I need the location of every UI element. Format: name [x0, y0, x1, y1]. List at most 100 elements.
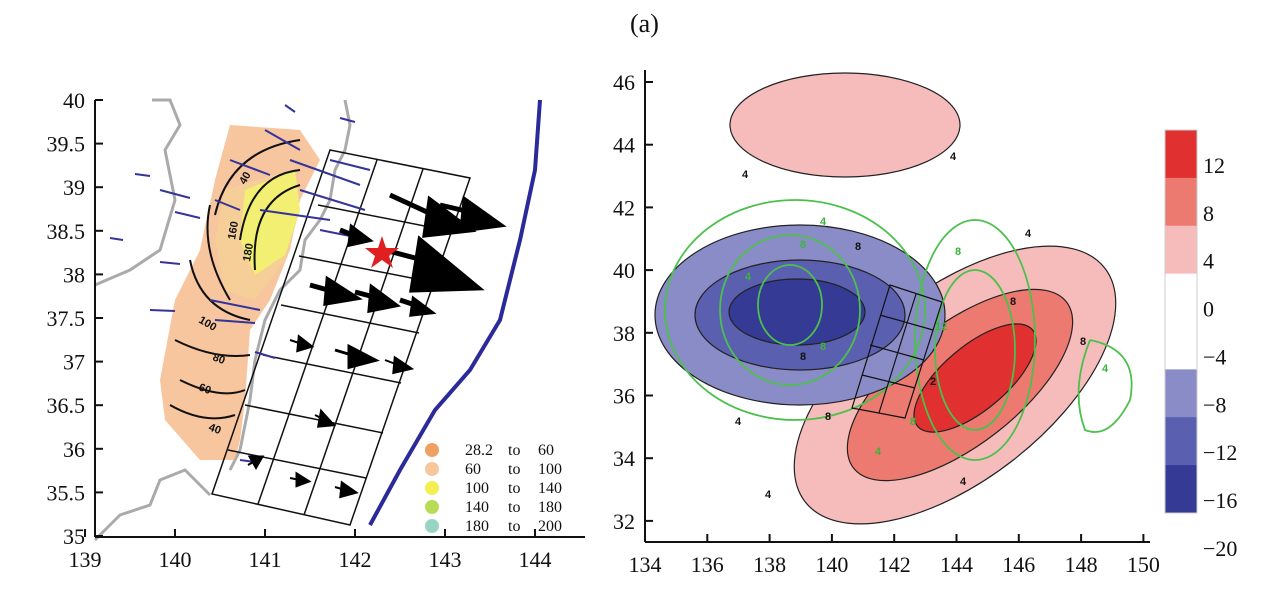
legend-swatch — [425, 481, 439, 495]
legend-from: 100 — [465, 480, 489, 497]
y-tick-label: 40 — [63, 88, 85, 113]
x-tick-label: 144 — [519, 547, 552, 572]
legend-swatch — [425, 519, 439, 533]
y-tick-label: 36 — [613, 384, 635, 409]
contour-label: 8 — [1010, 296, 1016, 308]
green-contour-label: 8 — [910, 416, 916, 428]
colorbar-segment — [1165, 369, 1197, 418]
legend-to-word: to — [508, 461, 520, 478]
x-tick-label: 139 — [69, 547, 102, 572]
contour-label: 8 — [800, 351, 806, 363]
legend-to: 200 — [538, 518, 562, 535]
contour-label: 4 — [742, 169, 749, 181]
x-tick-label: 140 — [159, 547, 192, 572]
legend-to-word: to — [508, 480, 520, 497]
colorbar-segment — [1165, 273, 1197, 322]
contour-label: 8 — [825, 411, 831, 423]
colorbar-label: −20 — [1203, 536, 1237, 561]
y-tick-label: 34 — [613, 446, 635, 471]
contour-label: 40 — [237, 170, 254, 187]
y-tick-label: 35.5 — [47, 480, 86, 505]
legend-swatch — [425, 462, 439, 476]
x-tick-label: 142 — [339, 547, 372, 572]
trench-line — [368, 99, 542, 526]
left-x-ticks: 139 140 141 142 143 144 — [69, 529, 552, 572]
contour-label: 8 — [855, 241, 861, 253]
contour-label: 4 — [1025, 228, 1032, 240]
contour-label: 80 — [211, 352, 227, 367]
x-tick-label: 142 — [878, 552, 911, 577]
green-contour-label: 4 — [745, 271, 752, 283]
x-tick-label: 150 — [1127, 552, 1160, 577]
legend-swatch — [425, 500, 439, 514]
x-tick-label: 141 — [249, 547, 282, 572]
contour-label: 8 — [1080, 336, 1086, 348]
x-tick-label: 146 — [1002, 552, 1035, 577]
colorbar-label: 8 — [1203, 201, 1214, 226]
x-tick-label: 148 — [1065, 552, 1098, 577]
green-contour-label: 4 — [1102, 363, 1109, 375]
contour-label: 4 — [735, 416, 742, 428]
y-tick-label: 32 — [613, 509, 635, 534]
legend-from: 140 — [465, 499, 489, 516]
x-tick-label: 144 — [940, 552, 973, 577]
legend-to: 60 — [538, 442, 554, 459]
legend-swatch — [425, 443, 439, 457]
contour-label: 60 — [197, 382, 213, 397]
colorbar-segment — [1165, 417, 1197, 466]
y-tick-label: 44 — [613, 133, 635, 158]
legend-to-word: to — [508, 499, 520, 516]
fault-grid — [211, 149, 471, 526]
panel-label: (a) — [630, 9, 659, 38]
right-x-ticks: 134 136 138 140 142 144 146 148 150 — [629, 534, 1160, 577]
y-tick-label: 39 — [63, 175, 85, 200]
colorbar-segment — [1165, 321, 1197, 370]
colorbar: 12 8 4 0 −4 −8 −12 −16 −20 — [1164, 129, 1237, 561]
y-tick-label: 38 — [63, 262, 85, 287]
model-arrows — [247, 192, 507, 499]
colorbar-label: 0 — [1203, 297, 1214, 322]
colorbar-segment — [1165, 177, 1197, 227]
colorbar-label: −12 — [1203, 440, 1237, 465]
green-contour-label: 12 — [935, 321, 947, 333]
right-y-ticks: 46 44 42 40 38 36 34 32 — [613, 70, 653, 534]
green-contour-label: 4 — [820, 216, 827, 228]
colorbar-label: 12 — [1203, 153, 1225, 178]
contour-label: 160 — [226, 220, 241, 240]
colorbar-label: 4 — [1203, 249, 1214, 274]
left-map: 40 160 180 100 80 60 40 — [47, 88, 585, 572]
green-contour-label: 8 — [800, 239, 806, 251]
colorbar-segment — [1165, 225, 1197, 275]
x-tick-label: 143 — [429, 547, 462, 572]
colorbar-frame — [1164, 129, 1198, 514]
colorbar-segment — [1165, 465, 1197, 514]
x-tick-label: 136 — [691, 552, 724, 577]
right-map: 4 4 4 8 8 4 8 2 4 8 4 8 4 8 8 4 8 12 8 4… — [613, 70, 1237, 577]
y-tick-label: 37 — [63, 350, 85, 375]
contour-label: 4 — [765, 489, 772, 501]
y-tick-label: 46 — [613, 70, 635, 95]
y-tick-label: 36 — [63, 437, 85, 462]
contour-label: 4 — [950, 151, 957, 163]
legend-from: 28.2 — [465, 442, 493, 459]
legend-to-word: to — [508, 442, 520, 459]
x-tick-label: 138 — [753, 552, 786, 577]
contour-label: 180 — [241, 242, 256, 262]
left-y-ticks: 40 39.5 39 38.5 38 37.5 37 36.5 36 35.5 35 — [47, 88, 103, 549]
green-contour-label: 8 — [955, 246, 961, 258]
x-tick-label: 134 — [629, 552, 662, 577]
y-tick-label: 37.5 — [47, 306, 86, 331]
colorbar-label: −16 — [1203, 488, 1237, 513]
legend-from: 60 — [465, 461, 481, 478]
observed-arrows — [109, 104, 371, 463]
y-tick-label: 39.5 — [47, 132, 86, 157]
filled-contours — [654, 72, 1117, 525]
epicenter-star-icon — [365, 236, 399, 268]
y-tick-label: 36.5 — [47, 393, 86, 418]
x-tick-label: 140 — [815, 552, 848, 577]
contour-label: 2 — [930, 376, 936, 388]
y-tick-label: 35 — [63, 524, 85, 549]
green-contour-label: 4 — [875, 446, 882, 458]
right-axes — [644, 70, 1150, 543]
